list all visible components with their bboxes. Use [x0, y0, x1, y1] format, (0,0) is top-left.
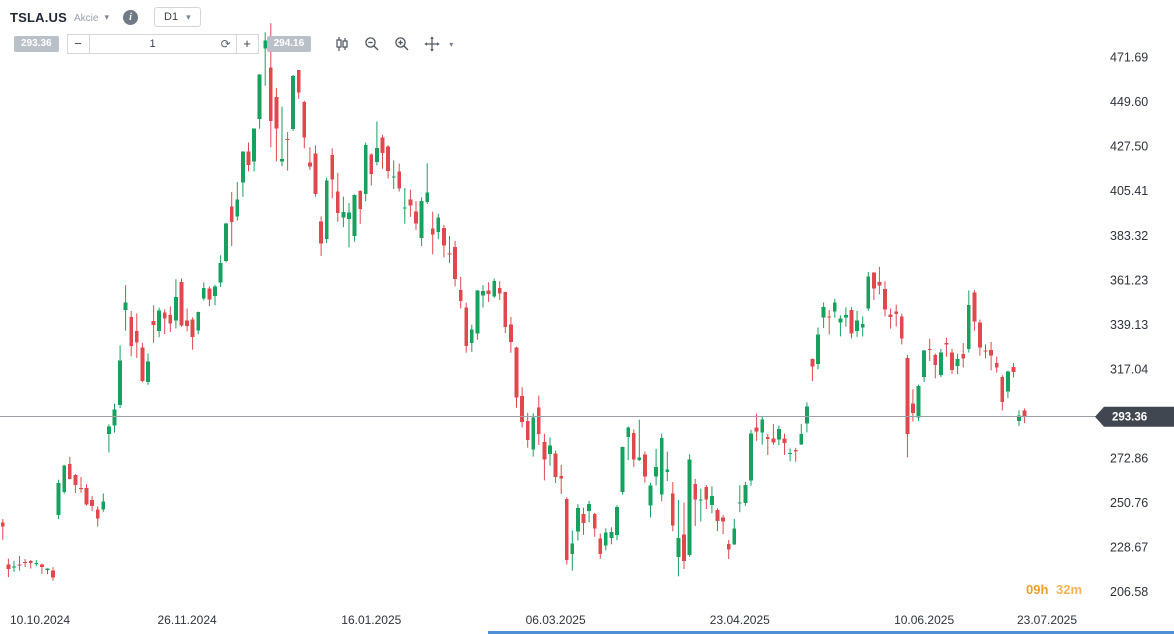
timeframe-caret-icon: ▾: [186, 11, 191, 22]
timeframe-value: D1: [164, 11, 179, 23]
zoom-in-button[interactable]: [389, 34, 415, 54]
info-icon[interactable]: i: [123, 9, 138, 25]
svg-text:339.13: 339.13: [1110, 318, 1148, 332]
zoom-out-icon: [365, 37, 379, 51]
svg-text:228.67: 228.67: [1110, 541, 1148, 555]
svg-text:317.04: 317.04: [1110, 363, 1148, 377]
svg-text:23.07.2025: 23.07.2025: [1017, 613, 1077, 627]
move-cross-icon: [424, 36, 440, 52]
ask-price-badge: 294.16: [266, 36, 312, 52]
increment-button[interactable]: +: [235, 35, 258, 53]
instrument-type-label: Akcie: [74, 12, 99, 24]
stepper-value: 1: [149, 38, 156, 50]
symbol-dropdown-caret-icon[interactable]: ▾: [104, 11, 109, 22]
svg-text:206.58: 206.58: [1110, 585, 1148, 599]
bottom-panel-edge: [488, 631, 1174, 634]
svg-text:383.32: 383.32: [1110, 229, 1148, 243]
candle-countdown: 09h 32m: [1026, 582, 1082, 597]
refresh-icon[interactable]: ⟳: [220, 37, 231, 51]
svg-text:06.03.2025: 06.03.2025: [526, 613, 586, 627]
pan-button[interactable]: [419, 34, 445, 54]
svg-text:427.50: 427.50: [1110, 140, 1148, 154]
decrement-button[interactable]: −: [68, 35, 90, 53]
svg-text:471.69: 471.69: [1110, 51, 1148, 65]
svg-text:10.06.2025: 10.06.2025: [894, 613, 954, 627]
svg-text:361.23: 361.23: [1110, 273, 1148, 287]
chart-toolbar: 293.36 − 1 ⟳ + 294.16: [14, 34, 453, 54]
candlestick-icon: [336, 37, 348, 51]
svg-text:272.86: 272.86: [1110, 452, 1148, 466]
svg-text:250.76: 250.76: [1110, 496, 1148, 510]
svg-text:10.10.2024: 10.10.2024: [10, 613, 70, 627]
period-stepper: − 1 ⟳ +: [66, 34, 259, 54]
chart-tools: ▾: [329, 34, 453, 54]
zoom-in-icon: [395, 37, 409, 51]
svg-text:23.04.2025: 23.04.2025: [710, 613, 770, 627]
symbol-title[interactable]: TSLA.US: [10, 9, 68, 25]
countdown-hours: 09h: [1026, 582, 1049, 597]
svg-text:405.41: 405.41: [1110, 184, 1148, 198]
svg-text:26.11.2024: 26.11.2024: [158, 613, 217, 627]
countdown-minutes: 32m: [1056, 582, 1083, 597]
svg-text:449.60: 449.60: [1110, 95, 1148, 109]
zoom-out-button[interactable]: [359, 34, 385, 54]
instrument-header: TSLA.US Akcie ▾ i D1 ▾: [10, 6, 201, 28]
tools-caret-icon[interactable]: ▾: [449, 39, 454, 49]
svg-text:293.36: 293.36: [1112, 412, 1147, 424]
svg-text:16.01.2025: 16.01.2025: [341, 613, 401, 627]
chart-type-button[interactable]: [329, 34, 355, 54]
bid-price-badge: 293.36: [14, 36, 59, 52]
timeframe-select[interactable]: D1 ▾: [154, 7, 201, 27]
